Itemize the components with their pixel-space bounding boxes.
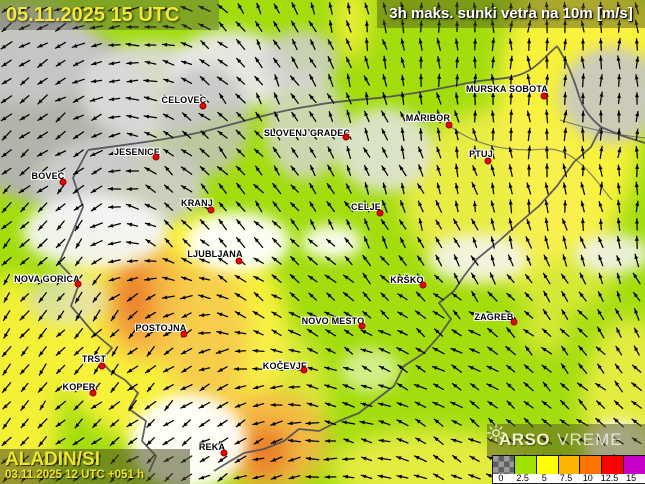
city-dot	[199, 102, 207, 110]
city-label: JESENICE	[113, 147, 161, 157]
terrain-area	[0, 5, 100, 105]
legend-value: 5	[541, 473, 547, 483]
legend-colorbar	[492, 455, 645, 475]
gust-area	[239, 424, 291, 480]
terrain-area	[302, 225, 362, 259]
city-label: TRST	[81, 354, 107, 364]
country-border-lines	[58, 45, 645, 473]
terrain-area	[28, 274, 108, 326]
terrain-area	[160, 65, 250, 175]
city-dot	[207, 206, 215, 214]
legend-cell	[557, 456, 580, 474]
city-dot	[419, 281, 427, 289]
city-dot	[59, 178, 67, 186]
city-label: POSTOJNA	[135, 323, 187, 333]
river-line	[449, 125, 613, 201]
branding-bar: ARSO VREME	[487, 424, 645, 456]
legend-value-labels: 0 2.5 5 7.5 10 12.5 15	[492, 474, 645, 484]
city-label: SLOVENJ GRADEC	[263, 128, 351, 138]
city-label: KOČEVJE	[262, 361, 308, 371]
legend-value: 12.5	[600, 473, 619, 483]
sun-icon	[487, 424, 505, 442]
model-name: ALADIN/SI	[5, 449, 100, 470]
city-label: KOPER	[62, 382, 96, 392]
city-label: LJUBLJANA	[187, 249, 243, 259]
city-label: MARIBOR	[405, 113, 451, 123]
city-dot	[358, 322, 366, 330]
city-dot	[540, 92, 548, 100]
model-info-box: ALADIN/SI 03.11.2025 12 UTC +051 h	[0, 449, 190, 484]
city-dot	[376, 209, 384, 217]
city-dot	[484, 157, 492, 165]
terrain-area	[23, 196, 167, 268]
terrain-area	[574, 234, 645, 274]
city-dot	[220, 449, 228, 457]
gust-area	[117, 262, 153, 334]
legend-value: 10	[582, 473, 593, 483]
city-dot	[445, 121, 453, 129]
city-dot	[510, 318, 518, 326]
gust-area	[0, 275, 62, 484]
terrain-area	[340, 348, 400, 392]
legend-value: 2.5	[516, 473, 529, 483]
city-dot	[98, 362, 106, 370]
legend-value: 7.5	[559, 473, 573, 483]
city-dot	[342, 133, 350, 141]
city-label: NOVO MESTO	[301, 316, 365, 326]
city-label: CELOVEC	[161, 95, 207, 105]
map-title: 3h maks. sunki vetra na 10m [m/s]	[377, 0, 645, 28]
border-line	[600, 126, 645, 144]
legend-cell	[513, 456, 536, 474]
legend-value: 15	[626, 473, 637, 483]
city-label: KRŠKO	[390, 275, 424, 285]
city-label: CELJE	[350, 202, 382, 212]
city-dot	[235, 257, 243, 265]
city-label: BOVEC	[31, 171, 65, 181]
logo-org-text: ARSO	[499, 430, 551, 449]
border-line	[213, 126, 602, 472]
model-run-info: 03.11.2025 12 UTC +051 h	[5, 469, 145, 481]
city-dot	[180, 330, 188, 338]
valid-time-label: 05.11.2025 15 UTC	[0, 0, 219, 30]
border-line	[87, 45, 558, 151]
city-dot	[89, 389, 97, 397]
city-label: PTUJ	[469, 149, 493, 159]
city-label: KRANJ	[180, 198, 214, 208]
gust-area	[330, 430, 530, 484]
city-dot	[74, 280, 82, 288]
terrain-area	[265, 70, 345, 180]
logo-product-text: VREME	[557, 430, 623, 449]
city-dot	[300, 366, 308, 374]
legend-cell	[601, 456, 624, 474]
city-label: NOVA GORICA	[14, 274, 80, 284]
city-label: MURSKA SOBOTA	[465, 84, 549, 94]
border-line	[58, 149, 157, 473]
terrain-shading-areas	[0, 5, 645, 484]
legend-cell-terrain	[493, 456, 514, 474]
gust-area	[336, 0, 368, 60]
city-label: ZAGREB	[474, 312, 514, 322]
gust-area	[500, 195, 620, 315]
legend-cell	[623, 456, 645, 474]
city-label: REKA	[198, 442, 226, 452]
legend-cell	[535, 456, 558, 474]
legend-cell	[579, 456, 602, 474]
legend-value: 0	[498, 473, 504, 483]
city-dot	[152, 153, 160, 161]
